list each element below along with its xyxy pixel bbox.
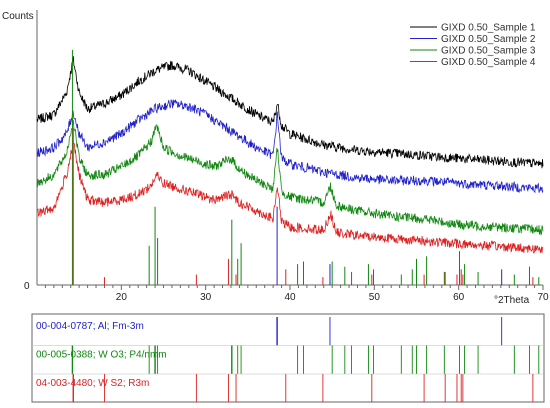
x-tick-label: 50 xyxy=(369,292,381,303)
x-ticks: 20 30 40 50 60 70 xyxy=(44,285,549,303)
y-axis-label: Counts xyxy=(2,11,34,22)
legend-label: GIXD 0.50_Sample 3 xyxy=(441,46,536,57)
reference-pattern-label: 04-003-4480; W S2; R3m xyxy=(36,378,149,389)
reference-pattern-label: 00-005-0388; W O3; P4/nmm xyxy=(36,350,167,361)
series-line-1 xyxy=(36,56,544,169)
legend-label: GIXD 0.50_Sample 1 xyxy=(441,23,536,34)
x-tick-label: 30 xyxy=(200,292,212,303)
x-tick-label: 70 xyxy=(537,292,549,303)
series-line-3 xyxy=(36,118,544,236)
reference-panel: 00-004-0787; Al; Fm-3m 00-005-0388; W O3;… xyxy=(32,317,544,403)
legend-label: GIXD 0.50_Sample 4 xyxy=(441,57,536,68)
x-tick-label: 20 xyxy=(116,292,128,303)
series-line-4 xyxy=(36,142,544,254)
x-axis-label: °2Theta xyxy=(494,295,530,306)
series-line-2 xyxy=(36,98,544,194)
reference-pattern-label: 00-004-0787; Al; Fm-3m xyxy=(36,321,144,332)
x-tick-label: 60 xyxy=(453,292,465,303)
y-tick-zero: 0 xyxy=(24,281,30,292)
reference-peaks-main xyxy=(71,49,540,285)
x-tick-label: 40 xyxy=(284,292,296,303)
series-lines xyxy=(36,56,544,254)
reference-panel-frame xyxy=(31,313,545,403)
legend-label: GIXD 0.50_Sample 2 xyxy=(441,34,536,45)
